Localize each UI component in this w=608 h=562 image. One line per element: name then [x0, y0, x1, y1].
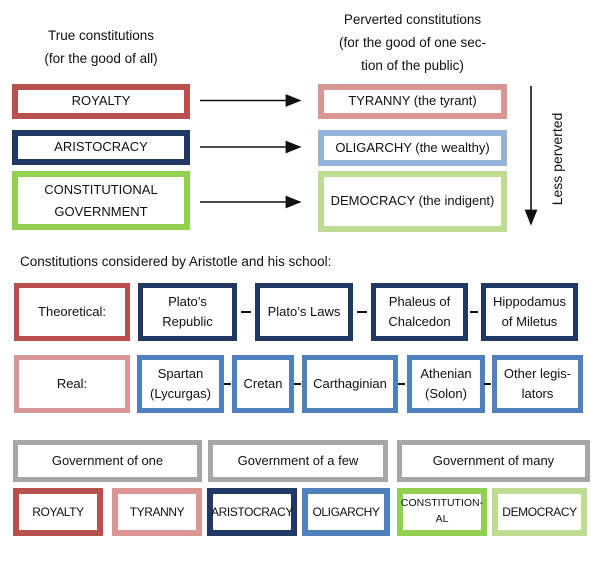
heading-line: tion of the public)	[361, 58, 464, 73]
heading-line: (for the good of one sec-	[338, 35, 487, 50]
true-constitutions-heading: True constitutions (for the good of all)	[12, 24, 190, 70]
box-tyranny-perverted: TYRANNY (the tyrant)	[318, 84, 507, 119]
perverted-constitutions-heading: Perverted constitutions (for the good of…	[318, 8, 507, 77]
box-oligarchy-bottom: OLIGARCHY	[302, 488, 390, 536]
box-government-of-one: Government of one	[13, 440, 202, 482]
box-constitutional-government-true: CONSTITUTIONAL GOVERNMENT	[12, 171, 190, 230]
box-government-of-a-few: Government of a few	[208, 440, 388, 482]
connector-dash	[357, 311, 367, 313]
connector-dash	[470, 311, 478, 313]
box-carthaginian: Carthaginian	[302, 355, 398, 413]
heading-line: (for the good of all)	[44, 51, 158, 66]
heading-line: Perverted constitutions	[343, 12, 482, 27]
box-phaleus-of-chalcedon: Phaleus of Chalcedon	[371, 283, 468, 341]
considered-heading: Constitutions considered by Aristotle an…	[20, 254, 332, 269]
box-oligarchy-perverted: OLIGARCHY (the wealthy)	[318, 130, 507, 166]
box-other-legislators: Other legis- lators	[492, 355, 583, 413]
less-perverted-label: Less perverted	[549, 112, 565, 206]
box-spartan: Spartan (Lycurgas)	[137, 355, 224, 413]
box-platos-laws: Plato’s Laws	[255, 283, 353, 341]
box-aristocracy-true: ARISTOCRACY	[12, 130, 190, 165]
box-democracy-perverted: DEMOCRACY (the indigent)	[318, 171, 507, 232]
connector-dash	[241, 311, 251, 313]
box-aristocracy-bottom: ARISTOCRACY	[207, 488, 297, 536]
box-theoretical-label: Theoretical:	[14, 283, 130, 341]
box-democracy-bottom: DEMOCRACY	[492, 488, 587, 536]
box-tyranny-bottom: TYRANNY	[112, 488, 202, 536]
box-cretan: Cretan	[232, 355, 294, 413]
box-government-of-many: Government of many	[397, 440, 590, 482]
box-royalty-true: ROYALTY	[12, 84, 190, 119]
box-royalty-bottom: ROYALTY	[13, 488, 103, 536]
box-athenian: Athenian (Solon)	[407, 355, 485, 413]
connector-dash	[294, 383, 301, 385]
connector-dash	[224, 383, 231, 385]
box-constitutional-bottom: CONSTITUTION- AL	[397, 488, 487, 536]
connector-dash	[484, 383, 491, 385]
box-platos-republic: Plato’s Republic	[138, 283, 237, 341]
heading-line: True constitutions	[47, 28, 155, 43]
box-real-label: Real:	[14, 355, 130, 413]
box-hippodamus-of-miletus: Hippodamus of Miletus	[481, 283, 578, 341]
connector-dash	[398, 383, 405, 385]
